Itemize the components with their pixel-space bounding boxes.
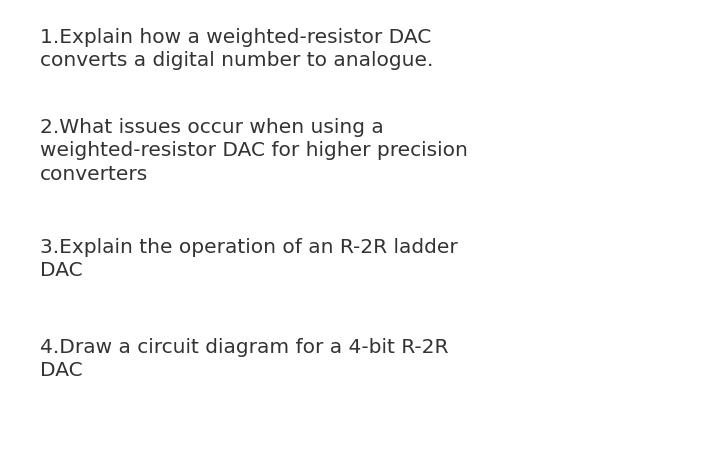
Text: 4.Draw a circuit diagram for a 4-bit R-2R
DAC: 4.Draw a circuit diagram for a 4-bit R-2…: [40, 337, 449, 380]
Text: 3.Explain the operation of an R-2R ladder
DAC: 3.Explain the operation of an R-2R ladde…: [40, 238, 458, 280]
Text: 1.Explain how a weighted-resistor DAC
converts a digital number to analogue.: 1.Explain how a weighted-resistor DAC co…: [40, 28, 433, 70]
Text: 2.What issues occur when using a
weighted-resistor DAC for higher precision
conv: 2.What issues occur when using a weighte…: [40, 118, 468, 184]
